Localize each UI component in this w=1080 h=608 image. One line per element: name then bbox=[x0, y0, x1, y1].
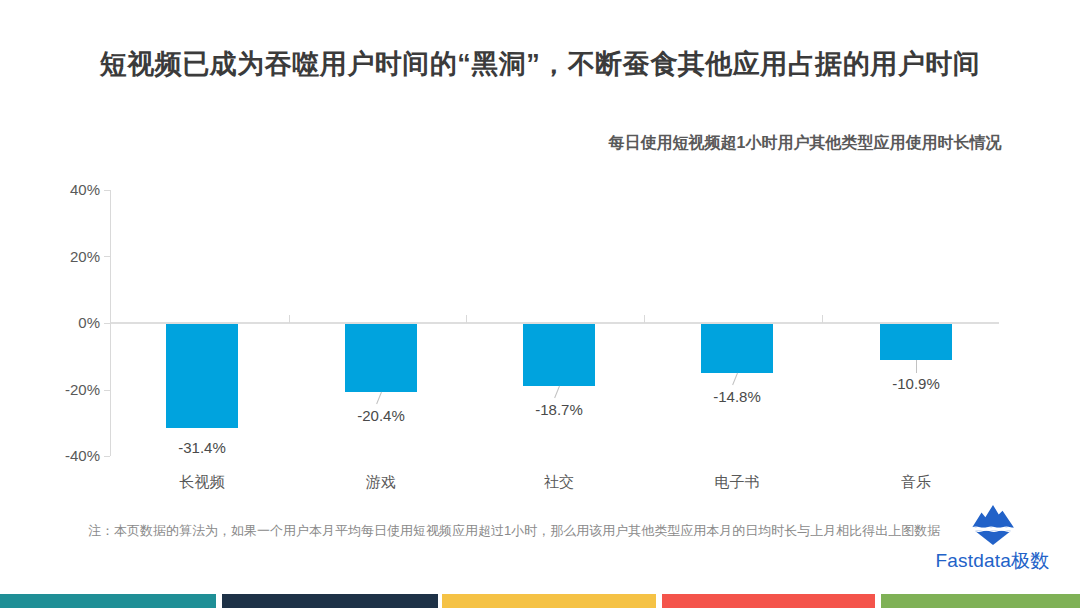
data-label: -31.4% bbox=[112, 439, 292, 456]
bar bbox=[701, 324, 773, 373]
data-label: -18.7% bbox=[469, 401, 649, 418]
bar-group: -20.4% 游戏 bbox=[291, 0, 471, 608]
y-axis-tick-label: 20% bbox=[30, 248, 100, 266]
report-slide: 短视频已成为吞噬用户时间的“黑洞”，不断蚕食其他应用占据的用户时间 每日使用短视… bbox=[0, 0, 1080, 608]
strip-segment bbox=[222, 594, 438, 608]
data-label: -20.4% bbox=[291, 407, 471, 424]
bar bbox=[345, 324, 417, 392]
y-axis-tick-label: 40% bbox=[30, 181, 100, 199]
category-label: 社交 bbox=[469, 473, 649, 492]
bar-group: -18.7% 社交 bbox=[469, 0, 649, 608]
category-label: 音乐 bbox=[826, 473, 1006, 492]
fastdata-logo: Fastdata极数 bbox=[925, 503, 1060, 574]
strip-segment bbox=[442, 594, 656, 608]
category-label: 长视频 bbox=[112, 473, 292, 492]
y-axis-tick bbox=[104, 323, 110, 324]
footnote: 注：本页数据的算法为，如果一个用户本月平均每日使用短视频应用超过1小时，那么用该… bbox=[88, 522, 1018, 540]
y-axis-tick-label: -20% bbox=[30, 381, 100, 399]
y-axis-tick-label: 0% bbox=[30, 314, 100, 332]
bar bbox=[166, 324, 238, 428]
data-label: -10.9% bbox=[826, 375, 1006, 392]
y-axis-tick bbox=[104, 256, 110, 257]
strip-segment bbox=[881, 594, 1080, 608]
label-leader-line bbox=[732, 373, 738, 385]
strip-segment bbox=[0, 594, 216, 608]
strip-segment bbox=[662, 594, 875, 608]
y-axis-tick-label: -40% bbox=[30, 447, 100, 465]
label-leader-line bbox=[376, 392, 382, 404]
data-label: -14.8% bbox=[647, 388, 827, 405]
bar-group: -31.4% 长视频 bbox=[112, 0, 292, 608]
logo-text: Fastdata极数 bbox=[925, 548, 1060, 574]
y-axis-tick bbox=[104, 456, 110, 457]
iceberg-icon bbox=[964, 503, 1022, 545]
bar bbox=[523, 324, 595, 386]
y-axis-tick bbox=[104, 390, 110, 391]
y-axis-tick bbox=[104, 190, 110, 191]
category-label: 电子书 bbox=[647, 473, 827, 492]
label-leader-line bbox=[916, 360, 917, 373]
bar bbox=[880, 324, 952, 360]
bar-group: -14.8% 电子书 bbox=[647, 0, 827, 608]
label-leader-line bbox=[554, 386, 560, 398]
category-label: 游戏 bbox=[291, 473, 471, 492]
